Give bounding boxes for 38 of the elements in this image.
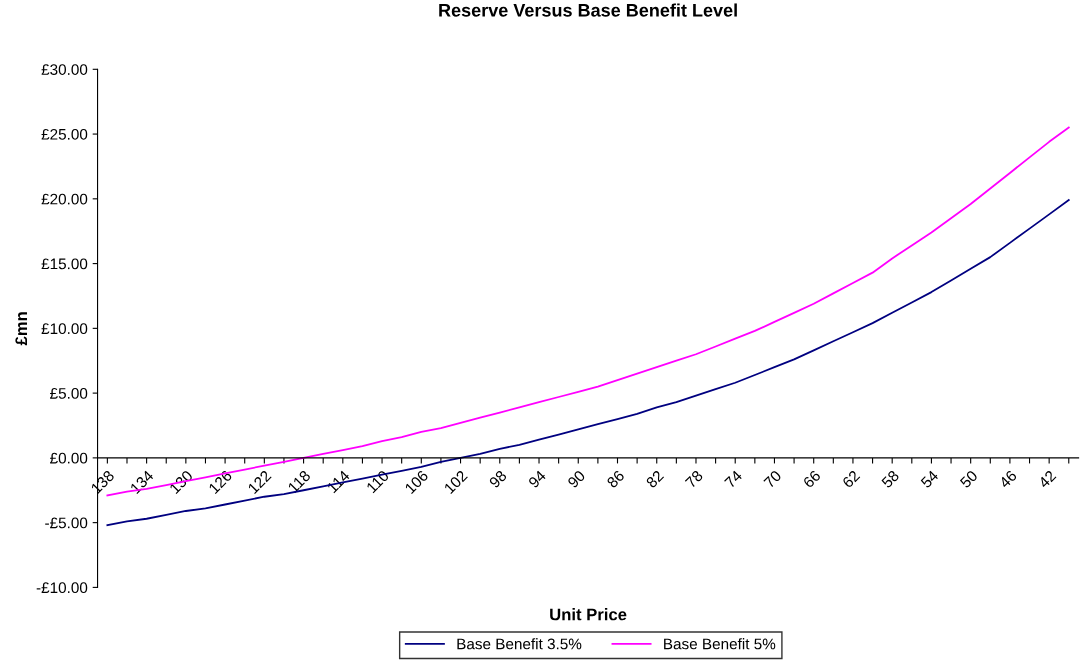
chart-title: Reserve Versus Base Benefit Level [439, 3, 737, 17]
legend-label: Base Benefit 5% [664, 638, 776, 650]
x-tick-label: 46 [998, 469, 1018, 489]
x-tick-label: 134 [129, 469, 155, 495]
y-tick-label: £15.00 [41, 258, 88, 270]
y-axis-title: £mn [15, 312, 28, 346]
x-tick-label: 90 [567, 469, 586, 489]
y-tick-label: £10.00 [41, 323, 88, 335]
y-tick-label: £5.00 [50, 387, 88, 399]
y-tick-label: £25.00 [41, 128, 88, 140]
x-tick-label: 78 [684, 469, 704, 489]
x-tick-label: 118 [287, 469, 312, 494]
x-tick-label: 106 [404, 469, 429, 495]
y-tick-label: -£5.00 [45, 517, 88, 529]
x-axis-title: Unit Price [550, 608, 627, 621]
y-tick-label: £30.00 [41, 64, 88, 75]
x-tick-label: 58 [880, 469, 900, 489]
y-tick-label: £20.00 [41, 193, 88, 205]
x-tick-label: 122 [247, 469, 272, 495]
x-tick-label: 86 [606, 469, 625, 489]
x-tick-label: 74 [724, 469, 743, 489]
x-tick-label: 82 [645, 469, 665, 489]
x-tick-label: 110 [365, 469, 390, 494]
y-tick-label: £0.00 [50, 452, 88, 464]
y-tick-label: -£10.00 [36, 582, 88, 594]
x-tick-label: 54 [920, 469, 940, 489]
x-tick-label: 70 [763, 469, 782, 489]
x-tick-label: 126 [208, 469, 233, 495]
legend-label: Base Benefit 3.5% [457, 638, 582, 650]
x-tick-label: 102 [443, 469, 468, 495]
x-tick-label: 94 [527, 469, 547, 489]
x-tick-label: 138 [90, 469, 115, 495]
x-tick-label: 42 [1037, 469, 1057, 489]
x-tick-label: 114 [326, 469, 351, 494]
x-tick-label: 62 [841, 469, 861, 489]
x-tick-label: 50 [959, 469, 979, 489]
x-tick-label: 98 [488, 469, 508, 489]
x-tick-label: 66 [802, 469, 822, 489]
